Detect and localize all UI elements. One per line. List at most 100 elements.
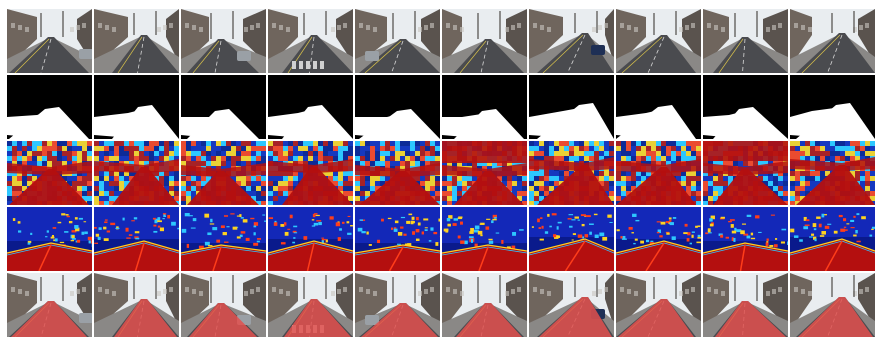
heatmap-a-image xyxy=(268,141,353,205)
binary-road-mask-image xyxy=(94,75,179,139)
binary-road-mask-tile xyxy=(7,75,92,139)
heatmap-b-image xyxy=(529,207,614,271)
heatmap-b-tile xyxy=(7,207,92,271)
heatmap-b-tile xyxy=(529,207,614,271)
street-photo-tile xyxy=(616,9,701,73)
binary-road-mask-tile xyxy=(268,75,353,139)
street-photo-tile xyxy=(529,9,614,73)
heatmap-a-tile xyxy=(790,141,875,205)
heatmap-a-tile xyxy=(7,141,92,205)
heatmap-b-tile xyxy=(268,207,353,271)
street-photo-tile xyxy=(7,9,92,73)
heatmap-b-image xyxy=(94,207,179,271)
street-photo-tile xyxy=(181,9,266,73)
road-overlay-tile xyxy=(703,273,788,337)
street-photo-image xyxy=(94,9,179,73)
binary-road-mask-image xyxy=(529,75,614,139)
heatmap-b-tile xyxy=(616,207,701,271)
street-photo-image xyxy=(7,9,92,73)
road-overlay-image xyxy=(442,273,527,337)
heatmap-a-tile xyxy=(268,141,353,205)
heatmap-a-image xyxy=(94,141,179,205)
heatmap-a-image xyxy=(181,141,266,205)
street-photo-tile xyxy=(442,9,527,73)
road-overlay-image xyxy=(616,273,701,337)
road-overlay-image xyxy=(268,273,353,337)
heatmap-a-tile xyxy=(703,141,788,205)
street-photo-tile xyxy=(355,9,440,73)
street-photo-tile xyxy=(94,9,179,73)
heatmap-a-image xyxy=(529,141,614,205)
road-overlay-tile xyxy=(181,273,266,337)
road-overlay-image xyxy=(181,273,266,337)
heatmap-b-tile xyxy=(703,207,788,271)
road-overlay-image xyxy=(703,273,788,337)
binary-road-mask-image xyxy=(442,75,527,139)
heatmap-a-image xyxy=(7,141,92,205)
binary-road-mask-tile xyxy=(616,75,701,139)
road-overlay-tile xyxy=(616,273,701,337)
heatmap-a-image xyxy=(790,141,875,205)
road-overlay-tile xyxy=(355,273,440,337)
heatmap-b-image xyxy=(790,207,875,271)
road-overlay-image xyxy=(529,273,614,337)
street-photo-image xyxy=(355,9,440,73)
heatmap-b-image xyxy=(703,207,788,271)
binary-road-mask-tile xyxy=(181,75,266,139)
street-photo-image xyxy=(268,9,353,73)
heatmap-a-image xyxy=(442,141,527,205)
road-overlay-image xyxy=(94,273,179,337)
heatmap-b-image xyxy=(616,207,701,271)
heatmap-b-tile xyxy=(94,207,179,271)
street-photo-image xyxy=(703,9,788,73)
heatmap-b-tile xyxy=(442,207,527,271)
street-photo-image xyxy=(181,9,266,73)
road-overlay-tile xyxy=(268,273,353,337)
heatmap-a-image xyxy=(616,141,701,205)
road-overlay-tile xyxy=(529,273,614,337)
figure-grid xyxy=(7,9,877,341)
heatmap-a-tile xyxy=(181,141,266,205)
binary-road-mask-image xyxy=(181,75,266,139)
heatmap-b-image xyxy=(7,207,92,271)
road-overlay-image xyxy=(355,273,440,337)
binary-road-mask-tile xyxy=(529,75,614,139)
heatmap-b-tile xyxy=(790,207,875,271)
binary-road-mask-image xyxy=(790,75,875,139)
heatmap-a-tile xyxy=(355,141,440,205)
binary-road-mask-image xyxy=(7,75,92,139)
road-overlay-tile xyxy=(7,273,92,337)
heatmap-a-image xyxy=(703,141,788,205)
street-photo-tile xyxy=(268,9,353,73)
street-photo-image xyxy=(790,9,875,73)
heatmap-b-tile xyxy=(181,207,266,271)
road-overlay-tile xyxy=(442,273,527,337)
binary-road-mask-image xyxy=(355,75,440,139)
road-overlay-image xyxy=(790,273,875,337)
heatmap-b-image xyxy=(355,207,440,271)
binary-road-mask-image xyxy=(703,75,788,139)
street-photo-image xyxy=(529,9,614,73)
binary-road-mask-tile xyxy=(790,75,875,139)
heatmap-b-image xyxy=(268,207,353,271)
heatmap-b-image xyxy=(181,207,266,271)
street-photo-image xyxy=(616,9,701,73)
heatmap-b-image xyxy=(442,207,527,271)
heatmap-b-tile xyxy=(355,207,440,271)
binary-road-mask-tile xyxy=(703,75,788,139)
street-photo-tile xyxy=(703,9,788,73)
binary-road-mask-image xyxy=(616,75,701,139)
heatmap-a-tile xyxy=(529,141,614,205)
binary-road-mask-tile xyxy=(442,75,527,139)
street-photo-tile xyxy=(790,9,875,73)
heatmap-a-image xyxy=(355,141,440,205)
road-overlay-tile xyxy=(790,273,875,337)
heatmap-a-tile xyxy=(94,141,179,205)
binary-road-mask-image xyxy=(268,75,353,139)
street-photo-image xyxy=(442,9,527,73)
heatmap-a-tile xyxy=(616,141,701,205)
binary-road-mask-tile xyxy=(94,75,179,139)
binary-road-mask-tile xyxy=(355,75,440,139)
heatmap-a-tile xyxy=(442,141,527,205)
road-overlay-tile xyxy=(94,273,179,337)
